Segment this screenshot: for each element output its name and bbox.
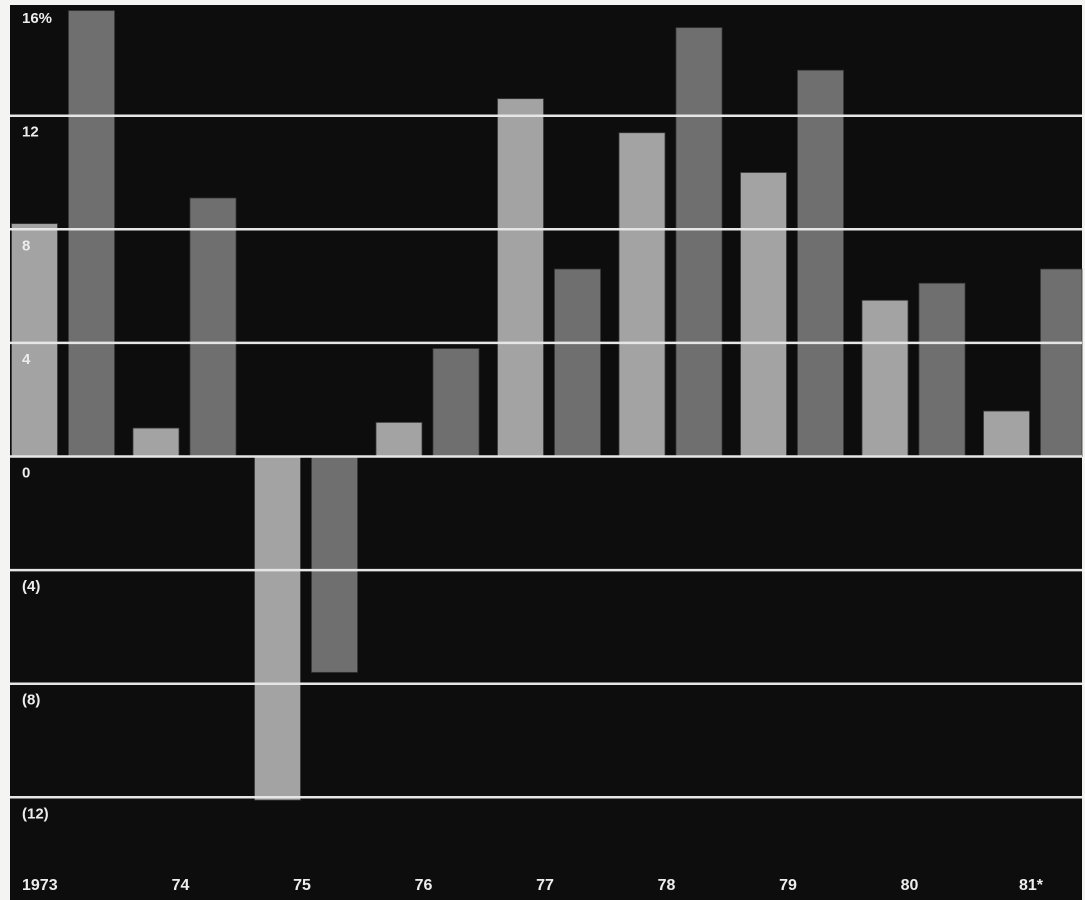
- bar-series1-78: [618, 132, 666, 457]
- bars: [11, 10, 1083, 801]
- y-tick-label: 12: [22, 124, 39, 141]
- y-tick-label: 0: [22, 465, 30, 482]
- bar-series1-75: [254, 456, 301, 801]
- bar-series2-77: [554, 268, 601, 457]
- bar-series2-1973: [68, 10, 115, 457]
- bar-series1-77: [497, 98, 544, 457]
- x-tick-label: 74: [172, 877, 190, 894]
- bar-series2-75: [311, 456, 358, 673]
- bar-series2-74: [189, 197, 237, 457]
- gridlines: [10, 114, 1082, 799]
- x-tick-label: 81*: [1019, 877, 1044, 894]
- bar-series1-79: [740, 172, 787, 457]
- x-tick-label: 78: [658, 877, 676, 894]
- bar-series1-80: [861, 299, 909, 457]
- x-tick-label: 1973: [22, 877, 58, 894]
- x-tick-label: 79: [779, 877, 797, 894]
- x-tick-labels: 1973 74 75 76 77 78 79 80 81*: [22, 877, 1044, 894]
- bar-series1-74: [132, 427, 180, 457]
- x-tick-label: 77: [536, 877, 554, 894]
- x-tick-label: 76: [415, 877, 433, 894]
- y-tick-label: (4): [22, 578, 40, 595]
- bar-series2-80: [918, 282, 966, 457]
- x-tick-label: 80: [901, 877, 919, 894]
- bar-series1-81: [983, 410, 1030, 457]
- y-tick-label: 8: [22, 237, 30, 254]
- bar-series2-79: [797, 69, 844, 457]
- y-tick-label: (8): [22, 692, 40, 709]
- bar-series1-1973: [11, 223, 58, 457]
- bar-series1-76: [375, 422, 423, 457]
- y-tick-labels: 16% 12 8 4 0 (4) (8) (12): [22, 10, 52, 822]
- bar-series2-76: [432, 348, 480, 457]
- bar-series2-78: [675, 27, 723, 457]
- y-tick-label: 16%: [22, 10, 52, 27]
- bar-series2-81: [1040, 268, 1083, 457]
- y-tick-label: 4: [22, 351, 31, 368]
- x-tick-label: 75: [293, 877, 311, 894]
- y-tick-label: (12): [22, 805, 49, 822]
